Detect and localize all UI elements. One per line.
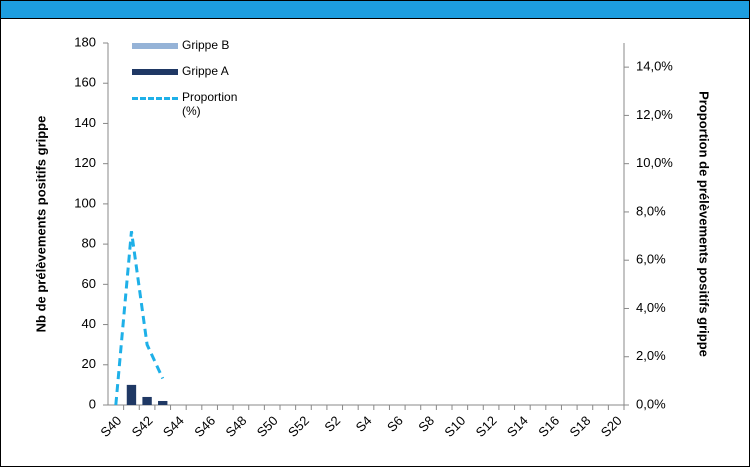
bar <box>158 400 168 405</box>
legend-label: Proportion (%) <box>182 90 238 118</box>
legend-swatch <box>132 43 178 49</box>
y2-tick-label: 8,0% <box>636 203 666 218</box>
y-tick-label: 120 <box>74 155 96 170</box>
y-axis-title: Nb de prélèvements positifs grippe <box>33 116 48 333</box>
y-tick-label: 20 <box>82 356 96 371</box>
y-tick-label: 180 <box>74 34 96 49</box>
y2-tick-label: 14,0% <box>636 59 673 74</box>
y-tick-label: 0 <box>89 396 96 411</box>
y2-tick-label: 10,0% <box>636 155 673 170</box>
y2-tick-label: 4,0% <box>636 300 666 315</box>
legend-item: Grippe B <box>132 38 257 52</box>
y2-tick-label: 0,0% <box>636 396 666 411</box>
bar <box>142 396 152 405</box>
legend: Grippe B Grippe A Proportion (%) <box>132 38 257 130</box>
y-tick-label: 80 <box>82 236 96 251</box>
legend-swatch <box>132 69 178 75</box>
y2-tick-label: 12,0% <box>636 107 673 122</box>
y-tick-label: 100 <box>74 195 96 210</box>
y-tick-label: 160 <box>74 75 96 90</box>
y2-axis-title: Proportion de prélèvements positifs grip… <box>697 91 712 357</box>
y2-tick-label: 2,0% <box>636 348 666 363</box>
legend-label: Grippe A <box>182 64 229 78</box>
banner <box>0 0 750 19</box>
legend-label: Grippe B <box>182 38 230 52</box>
legend-item: Grippe A <box>132 64 257 78</box>
legend-swatch <box>132 97 178 100</box>
y-tick-label: 60 <box>82 276 96 291</box>
y-tick-label: 40 <box>82 316 96 331</box>
bar <box>126 384 137 405</box>
legend-item: Proportion (%) <box>132 90 257 118</box>
y-tick-label: 140 <box>74 115 96 130</box>
y2-tick-label: 6,0% <box>636 252 666 267</box>
